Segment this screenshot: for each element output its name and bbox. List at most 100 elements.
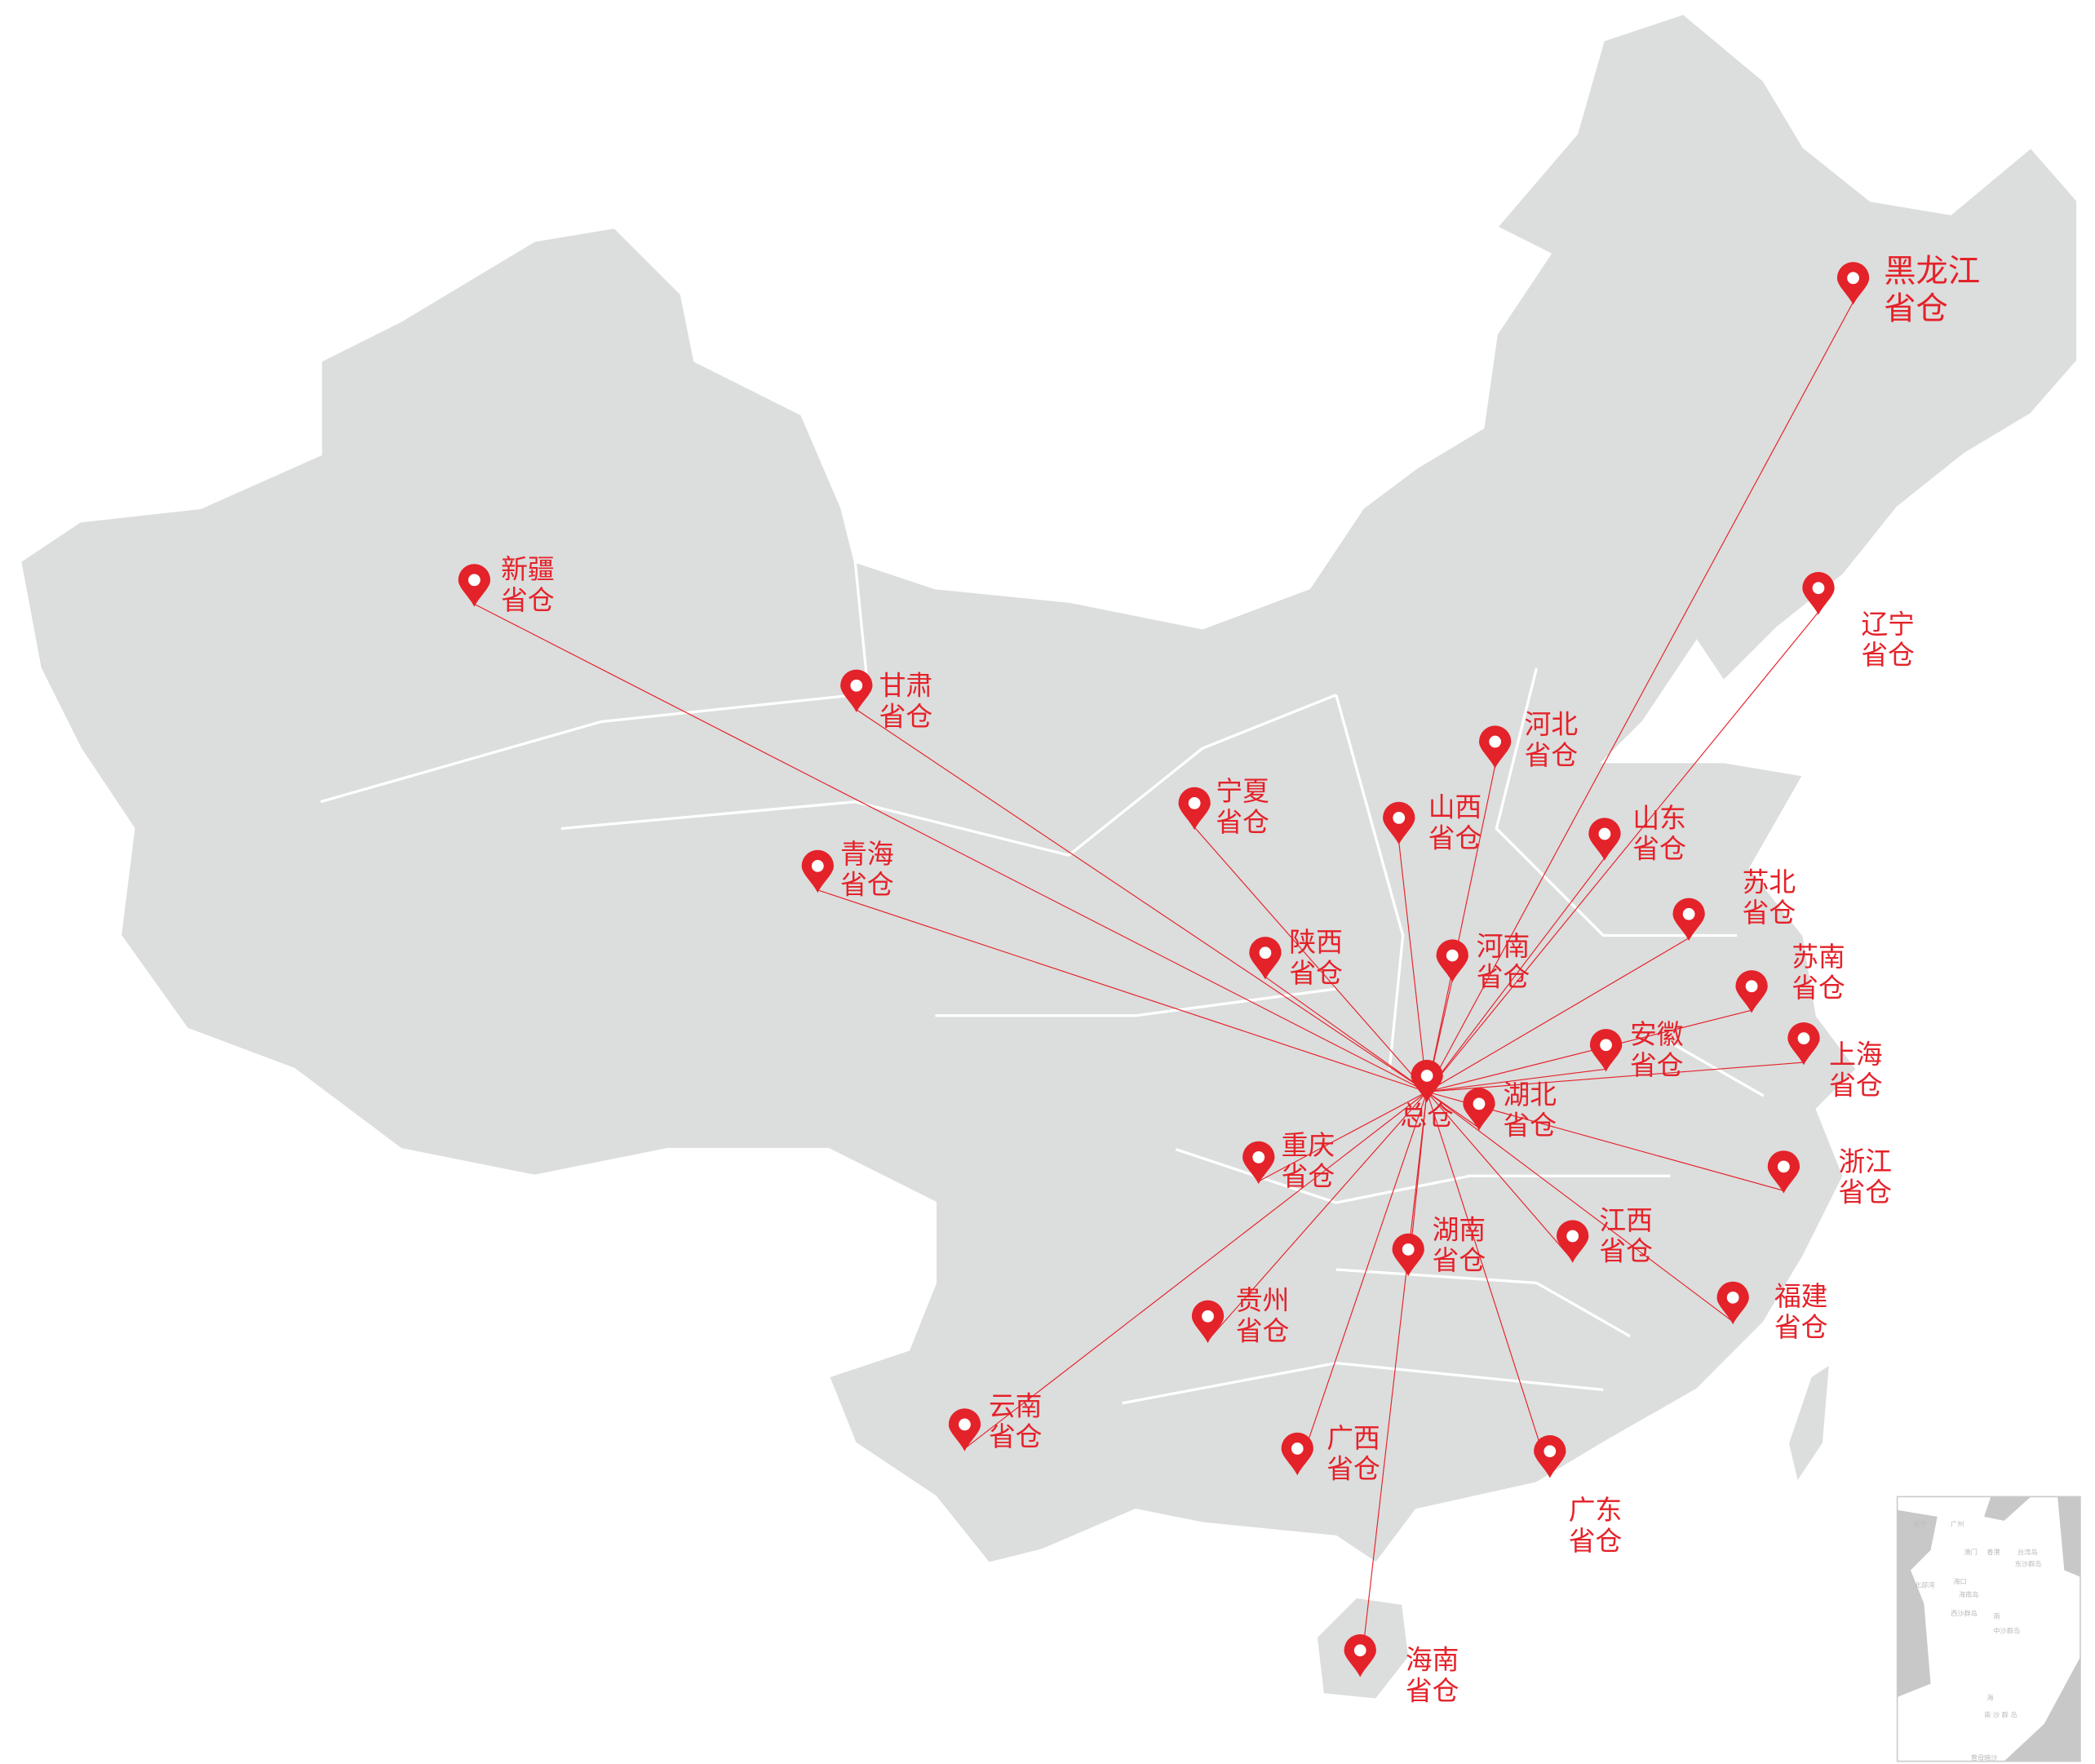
warehouse-suffix: 省仓 <box>1327 1453 1380 1484</box>
warehouse-province: 海南 <box>1406 1645 1459 1676</box>
map-pin-icon[interactable] <box>1716 1281 1749 1325</box>
route-line <box>1426 1091 1734 1323</box>
warehouse-province: 湖南 <box>1433 1214 1486 1245</box>
map-pin-icon[interactable] <box>1836 262 1870 305</box>
warehouse-province: 陕西 <box>1289 927 1343 958</box>
map-pin-icon[interactable] <box>458 564 491 607</box>
warehouse-province: 浙江 <box>1839 1146 1893 1177</box>
warehouse-suffix: 省仓 <box>840 870 894 901</box>
warehouse-province: 河北 <box>1525 709 1579 740</box>
map-pin-icon[interactable] <box>1191 1300 1225 1344</box>
inset-label: 南 <box>1994 1611 2000 1620</box>
inset-label: 南宁 <box>1913 1519 1926 1527</box>
warehouse-suffix: 省仓 <box>1839 1177 1893 1208</box>
warehouse-suffix: 省仓 <box>1477 962 1530 993</box>
inset-label: 北部湾 <box>1915 1581 1935 1589</box>
map-pin-icon[interactable] <box>1672 898 1705 942</box>
inset-label: 南 沙 群 岛 <box>1984 1711 2017 1719</box>
hub-marker[interactable]: 总仓 <box>1400 1059 1454 1132</box>
warehouse-province: 安徽 <box>1630 1019 1684 1050</box>
route-line <box>1426 1091 1551 1476</box>
warehouse-province: 上海 <box>1829 1039 1883 1070</box>
map-pin-icon[interactable] <box>1344 1634 1376 1678</box>
map-pin-icon[interactable] <box>1178 787 1211 831</box>
warehouse-suffix: 省仓 <box>989 1421 1043 1452</box>
map-pin-icon[interactable] <box>1478 725 1512 769</box>
route-line <box>1359 1092 1428 1675</box>
warehouse-suffix: 省仓 <box>1829 1070 1883 1101</box>
map-pin-icon[interactable] <box>1556 1220 1589 1263</box>
warehouse-province: 福建 <box>1774 1281 1828 1312</box>
map-pin-icon[interactable] <box>1383 801 1415 845</box>
warehouse-suffix: 省仓 <box>1503 1110 1557 1141</box>
route-line <box>964 1091 1428 1449</box>
map-pin-icon[interactable] <box>1787 1022 1820 1066</box>
map-pin-icon[interactable] <box>948 1408 981 1452</box>
warehouse-province: 青海 <box>840 839 894 870</box>
route-line <box>1426 937 1690 1093</box>
map-pin-icon[interactable] <box>801 849 834 893</box>
map-pin-icon[interactable] <box>1589 1029 1623 1072</box>
warehouse-province: 新疆 <box>501 554 555 585</box>
warehouse-suffix: 省仓 <box>1433 1245 1486 1276</box>
warehouse-province: 辽宁 <box>1861 609 1915 640</box>
route-line <box>474 603 1428 1093</box>
map-pin-icon[interactable] <box>1463 1088 1495 1131</box>
map-pin-icon[interactable] <box>1392 1233 1424 1277</box>
map-pin-icon[interactable] <box>1588 818 1621 861</box>
map-pin-icon[interactable] <box>1281 1432 1313 1476</box>
inset-label: 广州 <box>1951 1519 1964 1527</box>
warehouse-province: 云南 <box>989 1390 1043 1421</box>
map-pin-icon[interactable] <box>1249 937 1282 980</box>
route-line <box>1426 858 1606 1093</box>
route-line <box>1426 765 1496 1093</box>
route-line <box>1426 611 1819 1093</box>
route-line <box>856 709 1428 1093</box>
map-pin-icon[interactable] <box>1242 1141 1275 1185</box>
warehouse-suffix: 省仓 <box>1282 1161 1335 1192</box>
map-pin-icon[interactable] <box>1767 1150 1800 1194</box>
inset-label: 香港 <box>1986 1548 2000 1556</box>
warehouse-province: 重庆 <box>1282 1130 1335 1161</box>
warehouse-suffix: 省仓 <box>1406 1675 1459 1706</box>
map-pin-icon[interactable] <box>1436 939 1468 982</box>
warehouse-province: 湖北 <box>1503 1079 1557 1110</box>
map-pin-icon[interactable] <box>1411 1059 1443 1103</box>
map-pin-icon[interactable] <box>1735 970 1768 1013</box>
map-pin-icon[interactable] <box>1534 1435 1566 1478</box>
map-pin-icon[interactable] <box>840 669 873 713</box>
map-pin-icon[interactable] <box>1802 572 1835 615</box>
warehouse-province: 苏北 <box>1743 866 1796 898</box>
hub-label: 总仓 <box>1400 1101 1454 1132</box>
mainland-outline <box>18 11 2079 1566</box>
warehouse-province: 黑龙江 <box>1884 254 1980 290</box>
inset-label: 中沙群岛 <box>1994 1626 2021 1634</box>
